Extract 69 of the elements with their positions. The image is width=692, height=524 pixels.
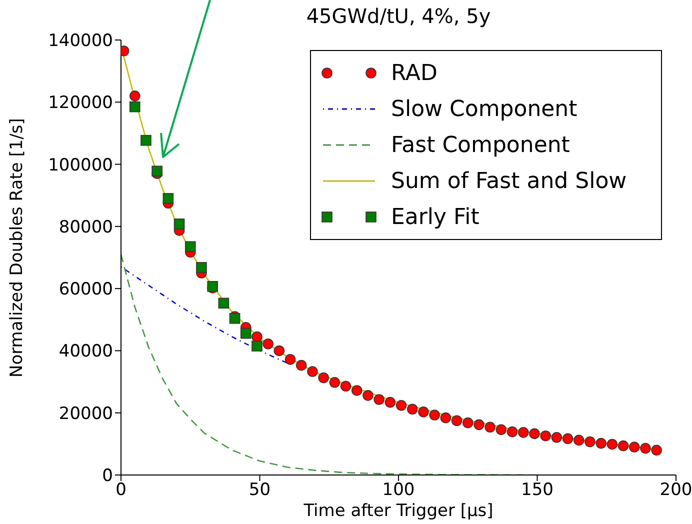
point [540, 430, 551, 442]
y-tick-label: 20000 [58, 404, 113, 424]
point [474, 419, 484, 430]
x-tick-label: 150 [521, 480, 554, 500]
point [140, 134, 152, 146]
point [618, 440, 629, 452]
point [606, 438, 618, 450]
legend-label: Early Fit [391, 204, 480, 230]
point [529, 428, 540, 440]
point [174, 218, 185, 230]
point [196, 262, 207, 273]
point [252, 340, 262, 352]
point [429, 410, 440, 420]
point [496, 424, 507, 436]
point [329, 377, 340, 388]
point [573, 434, 584, 446]
point [362, 390, 374, 401]
point [184, 241, 196, 252]
point [584, 436, 596, 448]
point [484, 422, 496, 433]
point [374, 394, 384, 405]
point [240, 328, 252, 339]
y-axis-title: Normalized Doubles Rate [1/s] [7, 118, 28, 378]
y-tick-label: 80000 [58, 217, 113, 238]
y-tick-label: 100000 [48, 155, 113, 176]
point [651, 444, 662, 456]
point [506, 426, 518, 438]
point [218, 298, 230, 309]
y-tick-label: 40000 [58, 342, 113, 362]
point [129, 90, 140, 102]
point [262, 338, 274, 350]
point [640, 442, 651, 454]
point [596, 438, 606, 449]
x-tick-label: 50 [248, 480, 271, 500]
legend-label: Slow Component [391, 96, 578, 122]
x-axis-title: Time after Trigger [μs] [302, 501, 494, 521]
point [418, 406, 429, 418]
point [462, 417, 474, 428]
y-tick-label: 60000 [58, 280, 113, 300]
point [562, 433, 574, 444]
y-tick-label: 120000 [48, 93, 113, 114]
point [162, 193, 174, 204]
point [351, 385, 362, 396]
point [129, 101, 140, 112]
point [274, 345, 285, 356]
legend-label: Sum of Fast and Slow [391, 168, 627, 194]
legend-label: Fast Component [391, 132, 570, 158]
x-tick-label: 0 [116, 480, 126, 500]
point [396, 400, 407, 411]
point [340, 380, 352, 392]
y-tick-label: 0 [102, 466, 113, 486]
point [551, 432, 562, 443]
point [284, 354, 296, 365]
point [628, 442, 640, 452]
x-tick-label: 100 [382, 480, 415, 500]
point [307, 366, 318, 377]
point [406, 404, 418, 415]
point [296, 360, 307, 371]
legend-label: RAD [391, 60, 438, 86]
chart-title: 45GWd/tU, 4%, 5y [305, 4, 492, 28]
point [518, 427, 529, 438]
y-tick-label: 140000 [48, 31, 113, 52]
point [440, 412, 452, 424]
point [451, 415, 462, 426]
x-tick-label: 200 [660, 480, 692, 500]
point [252, 331, 262, 342]
point [318, 372, 329, 384]
point [384, 396, 396, 408]
point [152, 166, 162, 177]
